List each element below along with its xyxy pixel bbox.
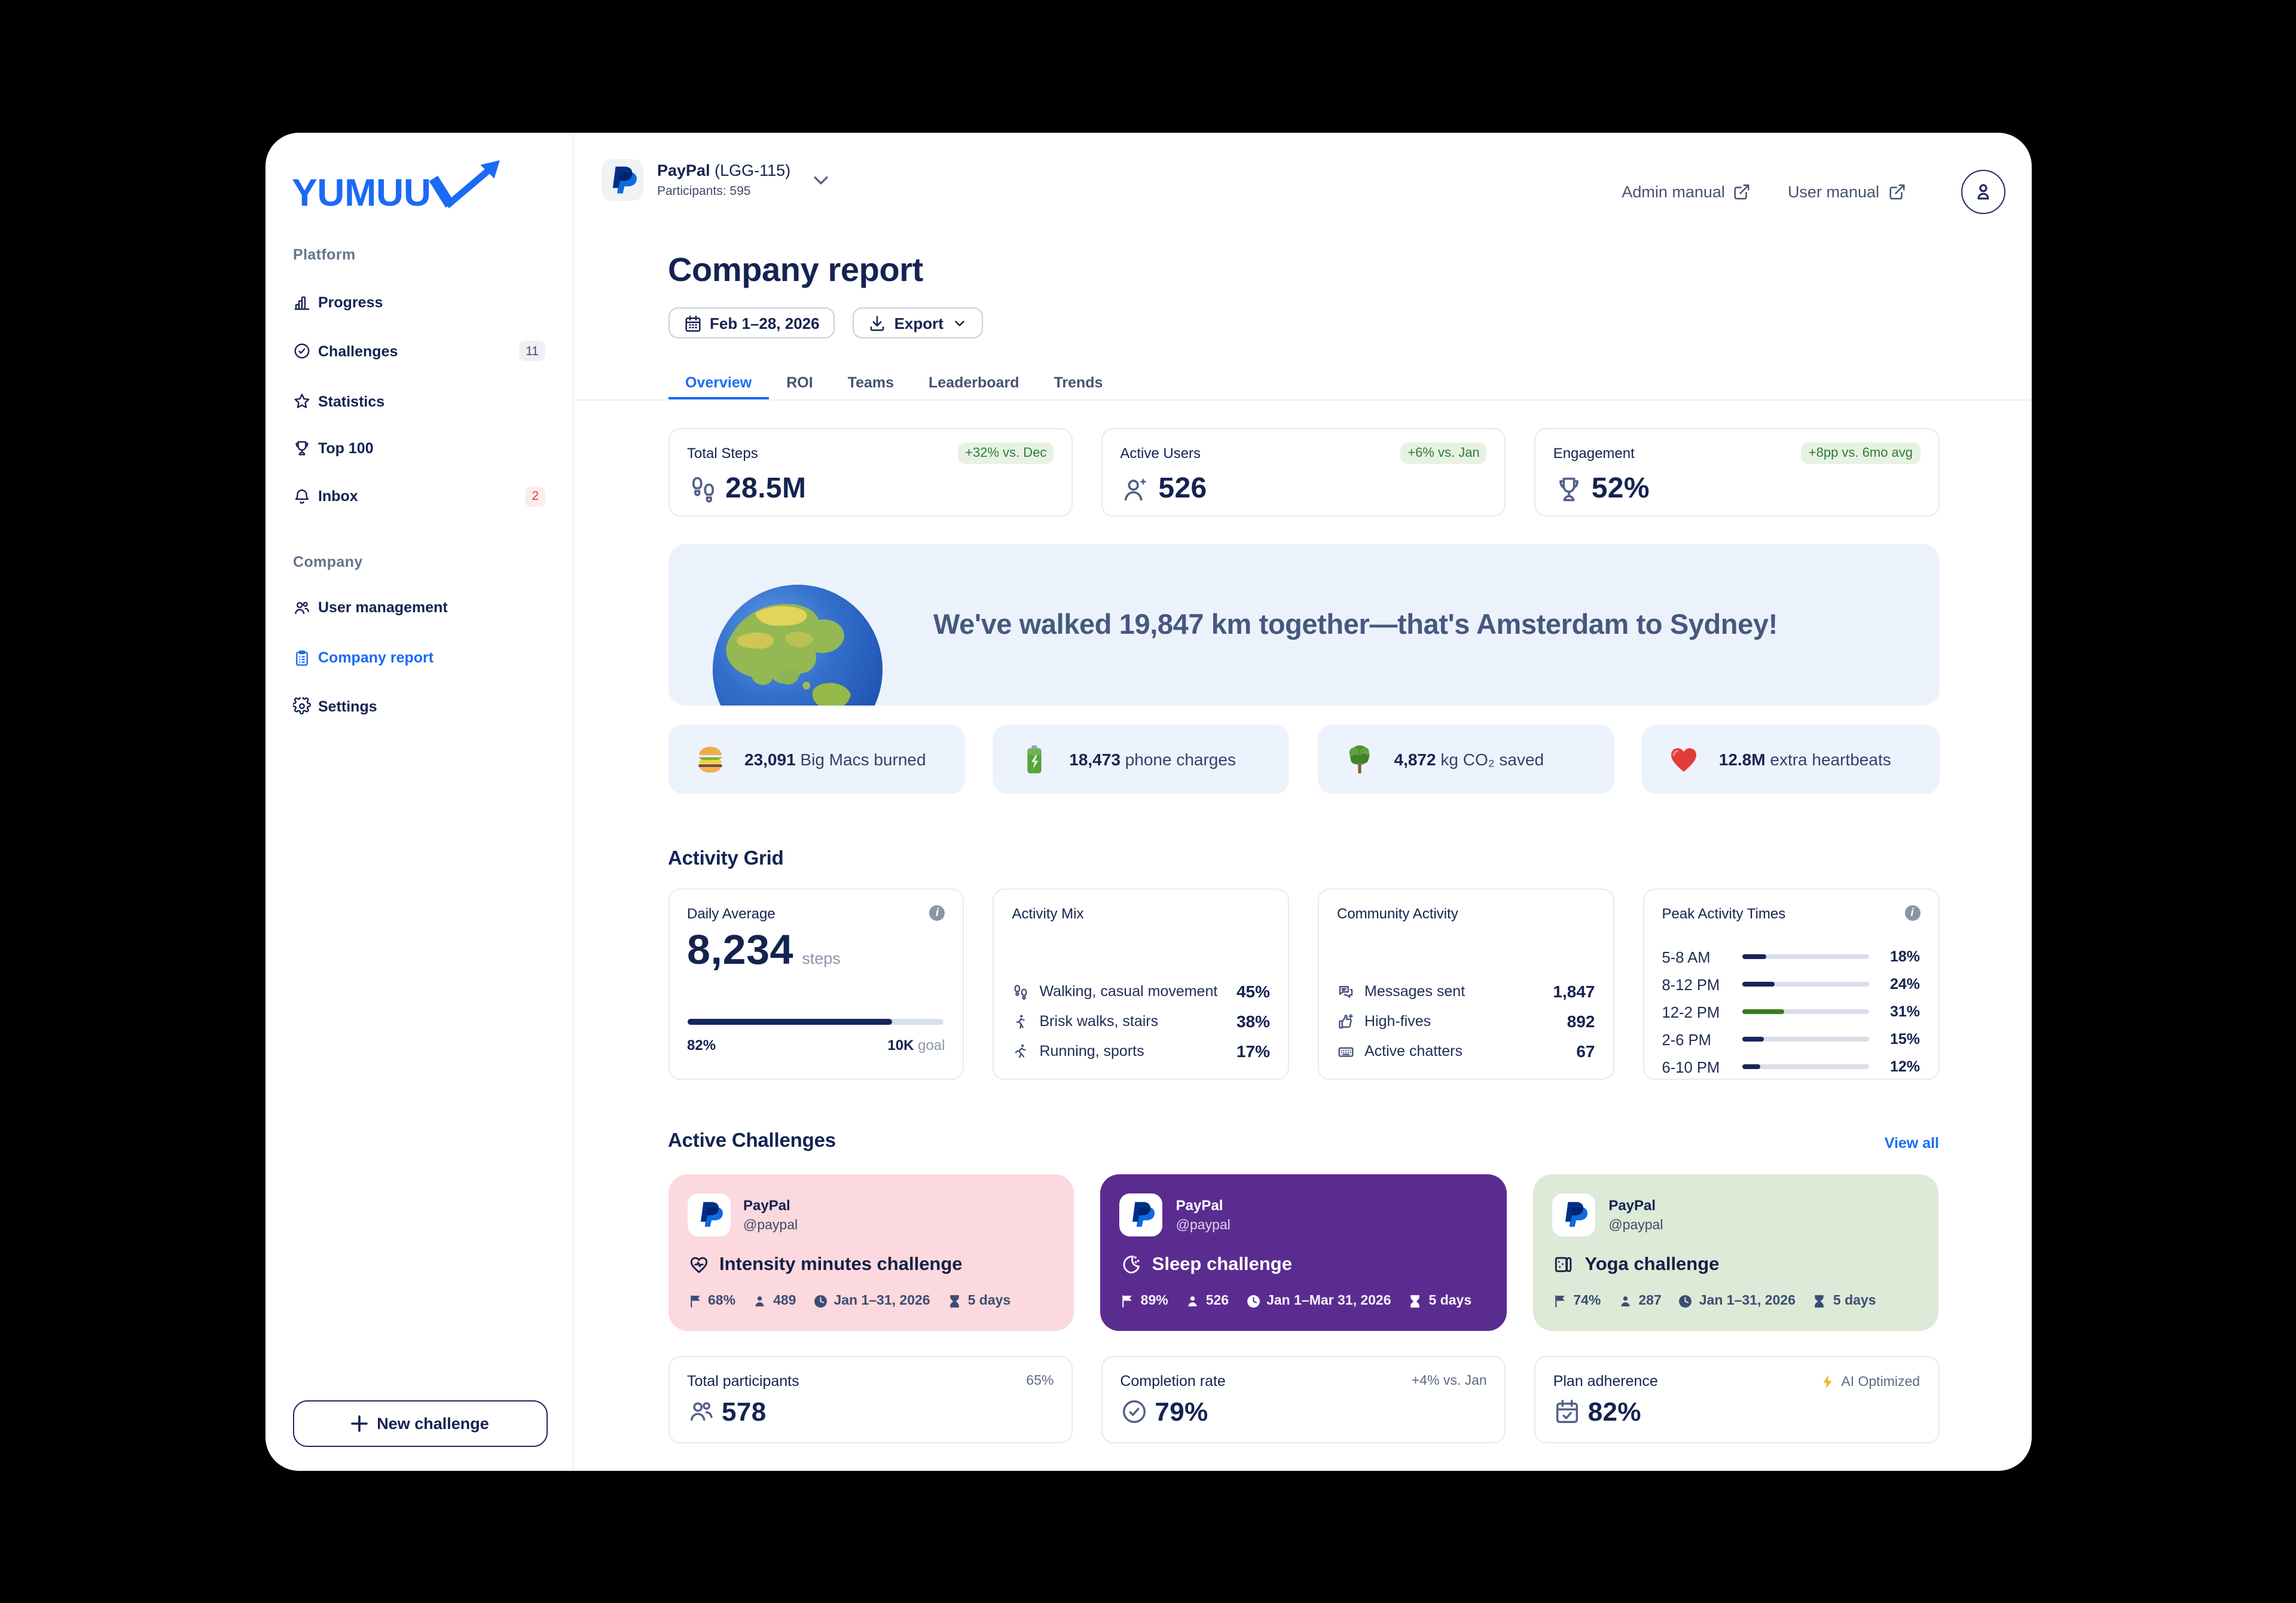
- svg-text:YUMUU: YUMUU: [292, 170, 431, 213]
